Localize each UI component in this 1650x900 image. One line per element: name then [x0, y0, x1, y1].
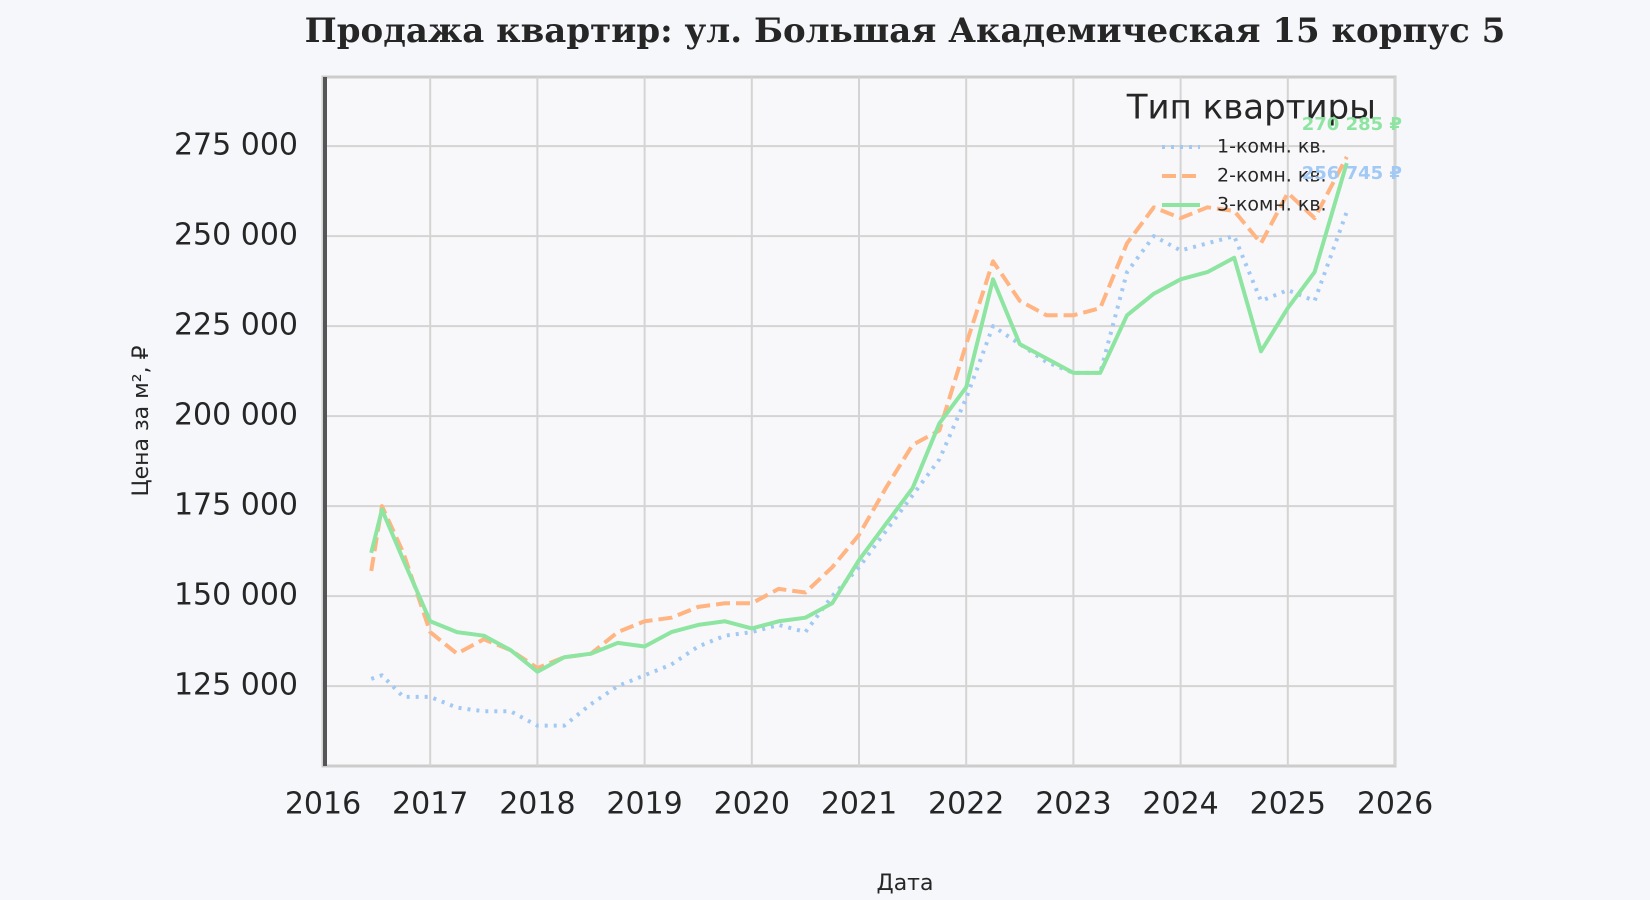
x-tick-label: 2019: [606, 787, 682, 822]
y-tick-label: 225 000: [174, 308, 298, 343]
legend-label: 2-комн. кв.: [1217, 165, 1327, 187]
lines: [369, 155, 1349, 728]
legend-label: 3-комн. кв.: [1217, 194, 1327, 216]
x-tick-label: 2017: [392, 787, 468, 822]
x-tick-label: 2021: [821, 787, 897, 822]
legend-label: 1-комн. кв.: [1217, 136, 1327, 158]
x-tick-label: 2022: [928, 787, 1004, 822]
series-line: [369, 162, 1349, 674]
x-tick-label: 2016: [285, 787, 361, 822]
y-tick-label: 275 000: [174, 128, 298, 163]
end-label: 256 745 ₽: [1302, 163, 1402, 184]
chart-title: Продажа квартир: ул. Большая Академическ…: [305, 11, 1506, 51]
y-tick-label: 150 000: [174, 578, 298, 613]
legend: 1-комн. кв. 2-комн. кв. 3-комн. кв. Тип ква…: [1126, 88, 1376, 216]
x-tick-label: 2020: [714, 787, 790, 822]
x-tick-label: 2026: [1357, 787, 1433, 822]
y-tick-label: 175 000: [174, 488, 298, 523]
grid: [322, 77, 1396, 766]
x-tick-label: 2024: [1142, 787, 1218, 822]
x-tick-label: 2018: [499, 787, 575, 822]
x-tick-label: 2025: [1250, 787, 1326, 822]
y-tick-label: 125 000: [174, 668, 298, 703]
x-tick-label: 2023: [1035, 787, 1111, 822]
end-label: 270 285 ₽: [1302, 114, 1402, 135]
y-tick-label: 250 000: [174, 218, 298, 253]
series-line: [369, 155, 1349, 671]
y-axis-label: Цена за м², ₽: [129, 345, 154, 496]
y-tick-label: 200 000: [174, 398, 298, 433]
x-axis-label: Дата: [877, 871, 934, 896]
legend-title: Тип квартиры: [1126, 88, 1376, 128]
